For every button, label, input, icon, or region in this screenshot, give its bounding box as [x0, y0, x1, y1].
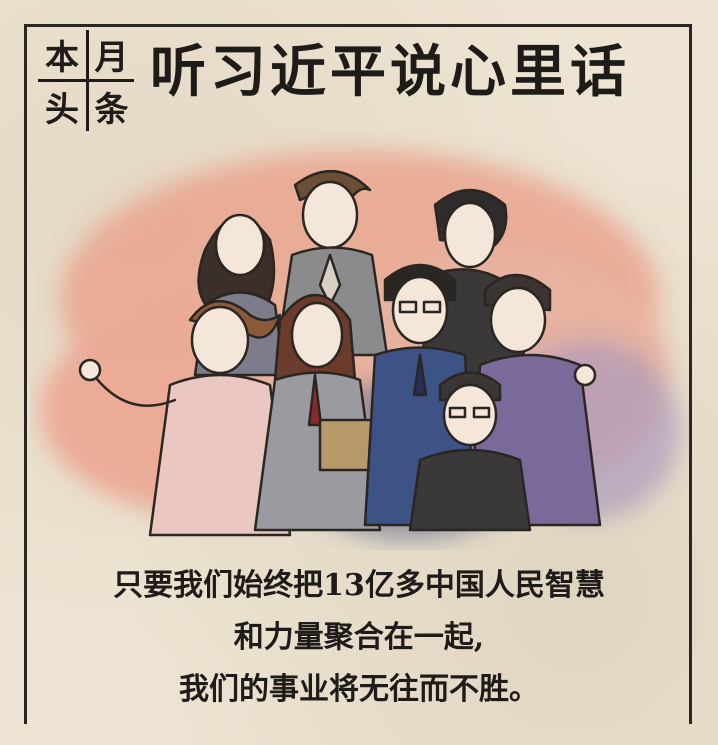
logo-char: 条	[86, 79, 134, 131]
person-older-man-glasses	[408, 371, 532, 532]
caption-line: 和力量聚合在一起,	[233, 620, 485, 655]
logo-char: 头	[38, 79, 86, 131]
caption-line: 只要我们始终把13亿多中国人民智慧	[113, 568, 605, 603]
person-woman-dark-hair	[193, 213, 287, 377]
logo-char: 本	[45, 38, 79, 78]
caption-line: 我们的事业将无往而不胜。	[179, 672, 539, 707]
group-of-people-illustration	[40, 150, 680, 540]
logo-char: 月	[86, 30, 134, 79]
person-woman-suit	[253, 293, 392, 532]
page-title: 听习近平说心里话	[150, 40, 630, 105]
border-frame	[24, 24, 692, 724]
logo-badge: 本 月 头 条	[38, 30, 134, 131]
person-nurse	[78, 299, 292, 537]
